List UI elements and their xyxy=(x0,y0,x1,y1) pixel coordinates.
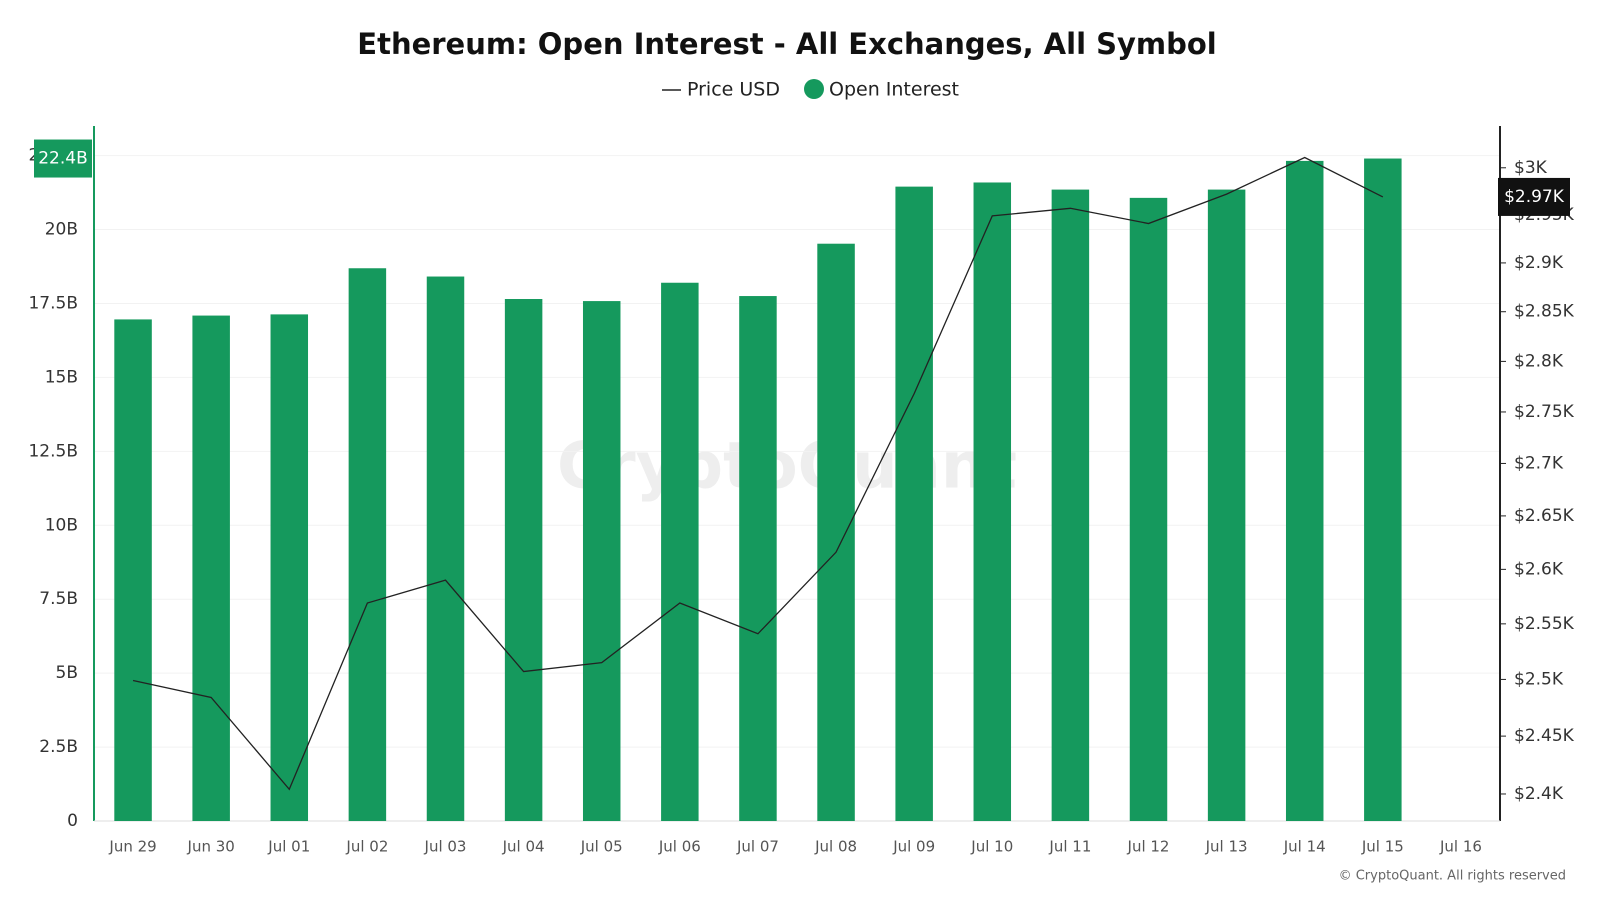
x-tick-label: Jul 01 xyxy=(267,838,310,856)
x-tick-label: Jul 07 xyxy=(736,838,779,856)
x-tick-label: Jul 09 xyxy=(892,838,935,856)
x-tick-label: Jul 05 xyxy=(580,838,623,856)
y2-tick-label: $2.75K xyxy=(1514,402,1575,422)
bar xyxy=(1129,197,1168,821)
x-tick-label: Jul 04 xyxy=(502,838,545,856)
y-tick-label: 17.5B xyxy=(28,293,78,313)
legend-label: Open Interest xyxy=(829,79,959,101)
chart-title: Ethereum: Open Interest - All Exchanges,… xyxy=(357,27,1216,61)
y2-tick-label: $2.7K xyxy=(1514,453,1564,473)
bar xyxy=(661,282,699,821)
y-tick-label: 15B xyxy=(45,367,78,387)
y2-tick-label: $2.6K xyxy=(1514,559,1564,579)
credit: © CryptoQuant. All rights reserved xyxy=(1339,869,1566,884)
y-tick-label: 5B xyxy=(56,663,78,683)
bar xyxy=(817,243,855,821)
x-tick-label: Jul 11 xyxy=(1048,838,1091,856)
bar xyxy=(192,315,230,821)
legend-swatch xyxy=(804,79,824,99)
last-value-badge: $2.97K xyxy=(1498,177,1570,216)
x-tick-label: Jul 15 xyxy=(1361,838,1404,856)
bar xyxy=(582,301,621,822)
bar xyxy=(504,299,543,822)
x-tick-label: Jul 14 xyxy=(1283,838,1326,856)
x-tick-label: Jul 02 xyxy=(345,838,388,856)
bar xyxy=(270,314,309,821)
y-tick-label: 0 xyxy=(67,811,78,831)
y2-tick-label: $3K xyxy=(1514,158,1548,178)
y-tick-label: 2.5B xyxy=(39,737,78,757)
bar xyxy=(426,276,465,821)
badge-label: 22.4B xyxy=(38,149,88,169)
y2-tick-label: $2.85K xyxy=(1514,302,1575,322)
watermark: CryptoQuant xyxy=(557,430,1017,504)
badge-bg xyxy=(34,139,92,178)
bar xyxy=(739,296,777,821)
legend-label: Price USD xyxy=(687,79,780,101)
bar xyxy=(895,186,933,821)
x-tick-label: Jul 08 xyxy=(814,838,857,856)
y-tick-label: 20B xyxy=(45,220,78,240)
bar xyxy=(973,182,1012,821)
bar xyxy=(348,268,387,822)
x-tick-label: Jul 10 xyxy=(970,838,1013,856)
x-tick-label: Jul 03 xyxy=(424,838,467,856)
x-tick-label: Jun 29 xyxy=(108,838,156,856)
y-tick-label: 12.5B xyxy=(28,441,78,461)
bar xyxy=(1051,189,1090,822)
bar xyxy=(114,319,152,821)
x-tick-label: Jul 12 xyxy=(1127,838,1170,856)
y2-tick-label: $2.45K xyxy=(1514,726,1575,746)
y2-tick-label: $2.5K xyxy=(1514,669,1564,689)
bar xyxy=(1285,160,1324,821)
y2-tick-label: $2.55K xyxy=(1514,614,1575,634)
last-value-badge: 22.4B xyxy=(34,139,92,178)
y2-tick-label: $2.8K xyxy=(1514,351,1564,371)
x-tick-label: Jul 06 xyxy=(658,838,701,856)
x-tick-label: Jul 16 xyxy=(1439,838,1482,856)
price-line xyxy=(132,156,1384,791)
y-tick-label: 7.5B xyxy=(39,589,78,609)
bar xyxy=(1364,158,1402,821)
y2-tick-label: $2.9K xyxy=(1514,253,1564,273)
badge-label: $2.97K xyxy=(1504,187,1565,207)
bar xyxy=(1207,189,1246,822)
badge-bg xyxy=(1498,177,1570,216)
legend-item: Open Interest xyxy=(804,79,959,101)
y2-tick-label: $2.65K xyxy=(1514,506,1575,526)
x-tick-label: Jul 13 xyxy=(1205,838,1248,856)
legend-item: Price USD xyxy=(662,79,780,101)
x-tick-label: Jun 30 xyxy=(187,838,235,856)
y2-tick-label: $2.4K xyxy=(1514,784,1564,804)
y-tick-label: 10B xyxy=(45,515,78,535)
